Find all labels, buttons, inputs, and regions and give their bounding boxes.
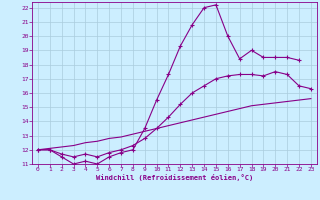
- X-axis label: Windchill (Refroidissement éolien,°C): Windchill (Refroidissement éolien,°C): [96, 174, 253, 181]
